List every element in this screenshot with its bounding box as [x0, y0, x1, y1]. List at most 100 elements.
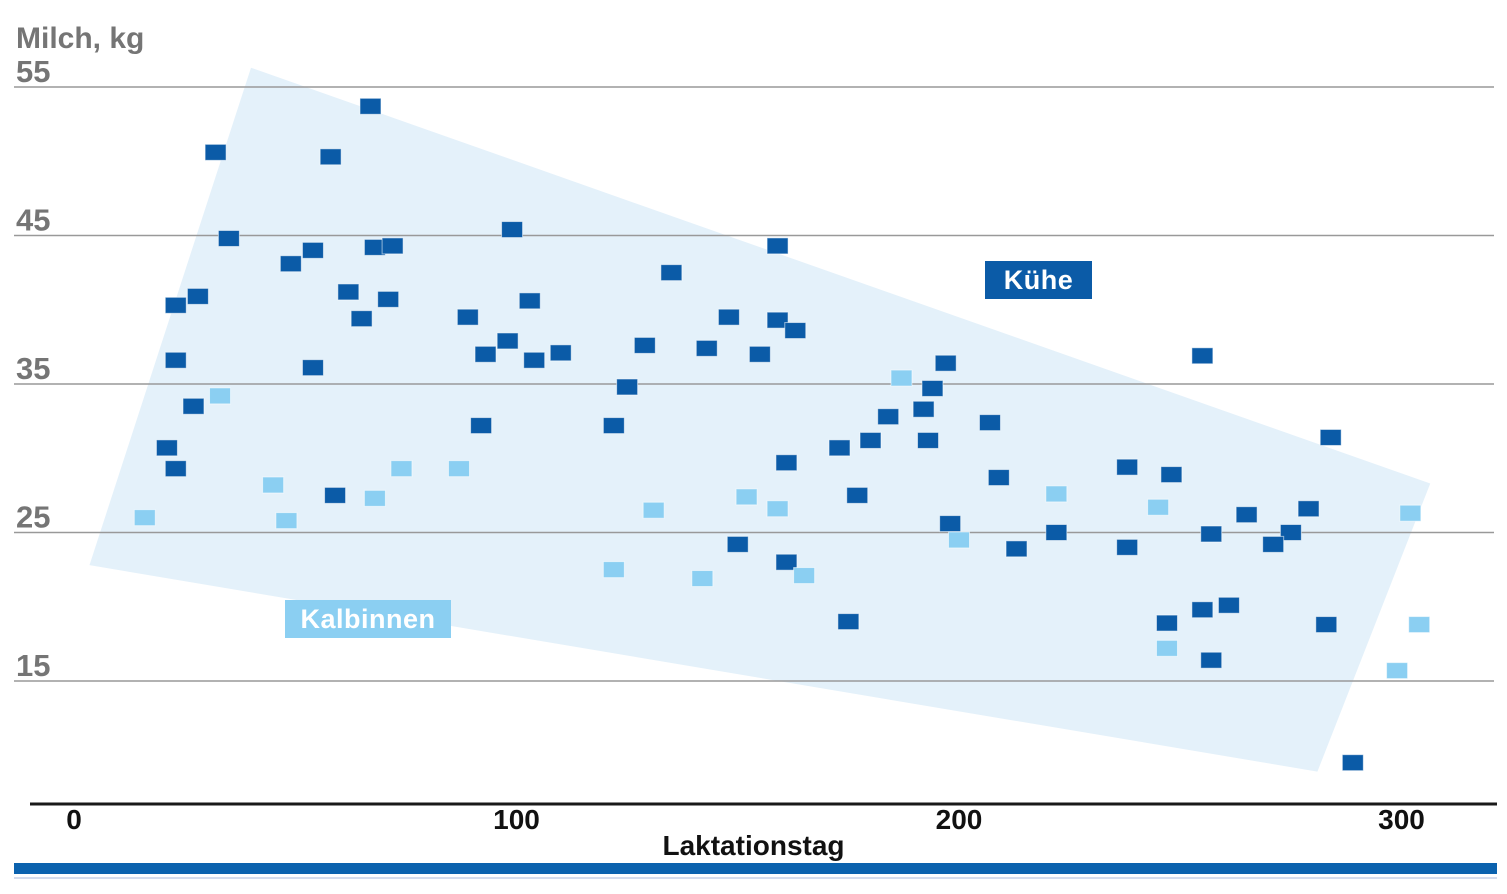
data-point-kuehe [602, 417, 625, 435]
data-point-kuehe [319, 148, 342, 166]
data-point-kuehe [1155, 614, 1178, 632]
data-point-kalbinnen [1155, 639, 1178, 657]
data-point-kuehe [301, 241, 324, 259]
data-point-kuehe [748, 345, 771, 363]
data-point-kuehe [1005, 540, 1028, 558]
data-band-polygon [89, 67, 1431, 772]
data-point-kuehe [1341, 754, 1364, 772]
data-point-kalbinnen [766, 500, 789, 518]
data-point-kuehe [1191, 347, 1214, 365]
data-point-kuehe [1116, 538, 1139, 556]
data-point-kuehe [377, 290, 400, 308]
data-point-kalbinnen [1399, 504, 1422, 522]
data-point-kuehe [337, 283, 360, 301]
data-point-kuehe [359, 97, 382, 115]
data-point-kuehe [987, 469, 1010, 487]
y-tick-label: 55 [16, 54, 50, 89]
data-point-kuehe [474, 345, 497, 363]
data-point-kuehe [1217, 596, 1240, 614]
y-tick-label: 35 [16, 351, 50, 386]
data-point-kuehe [501, 221, 524, 239]
data-point-kuehe [1045, 524, 1068, 541]
data-point-kuehe [828, 439, 851, 457]
x-tick-label: 300 [1378, 804, 1425, 835]
data-point-kuehe [164, 460, 187, 478]
y-tick-label: 15 [16, 648, 50, 683]
axis-tick-labels: 55 45 35 25 15 0 100 200 300 [16, 54, 1425, 835]
data-point-kuehe [470, 417, 493, 435]
data-point-kalbinnen [793, 567, 816, 585]
data-point-kuehe [164, 296, 187, 314]
x-axis-title: Laktationstag [662, 830, 845, 861]
data-point-kuehe [204, 143, 227, 161]
data-point-kuehe [1319, 428, 1342, 446]
data-point-kuehe [186, 287, 209, 305]
data-point-kuehe [859, 431, 882, 449]
data-point-kalbinnen [390, 460, 413, 478]
y-tick-label: 25 [16, 500, 50, 535]
data-point-kuehe [846, 486, 869, 504]
data-point-kuehe [1191, 601, 1214, 619]
data-point-kuehe [775, 553, 798, 571]
data-point-kuehe [978, 414, 1001, 432]
data-point-kalbinnen [262, 476, 285, 494]
data-point-kuehe [1315, 616, 1338, 634]
legend-kalbinnen-label: Kalbinnen [300, 603, 436, 634]
data-point-kuehe [1279, 524, 1302, 541]
data-point-kuehe [523, 351, 546, 369]
data-point-kuehe [496, 332, 519, 350]
legend-kuehe: Kühe [985, 261, 1092, 299]
data-point-kalbinnen [447, 460, 470, 478]
data-point-kuehe [1200, 525, 1223, 543]
data-point-kalbinnen [1408, 616, 1431, 634]
data-point-kalbinnen [363, 489, 386, 507]
data-point-kuehe [164, 351, 187, 369]
data-point-kuehe [616, 378, 639, 396]
data-point-kuehe [917, 431, 940, 449]
data-point-kuehe [660, 264, 683, 282]
legend-kalbinnen: Kalbinnen [285, 600, 451, 638]
x-tick-label: 100 [493, 804, 540, 835]
data-point-kuehe [1262, 535, 1285, 553]
data-point-kalbinnen [209, 387, 232, 405]
data-point-kuehe [350, 310, 373, 328]
x-tick-label: 0 [66, 804, 82, 835]
data-point-kalbinnen [642, 501, 665, 519]
data-point-kuehe [1116, 458, 1139, 476]
data-point-kuehe [301, 359, 324, 377]
data-point-kuehe [1235, 506, 1258, 524]
legend-kuehe-label: Kühe [1003, 264, 1074, 295]
data-point-kuehe [518, 292, 541, 310]
data-point-kalbinnen [1045, 485, 1068, 503]
data-point-kuehe [633, 336, 656, 354]
data-point-kuehe [217, 229, 240, 247]
data-point-kuehe [766, 311, 789, 329]
data-point-kuehe [921, 379, 944, 397]
data-point-kuehe [934, 354, 957, 372]
bottom-accent-bar [14, 863, 1497, 874]
data-point-kuehe [1160, 466, 1183, 484]
data-point-kalbinnen [890, 369, 913, 387]
data-point-kuehe [912, 400, 935, 418]
data-point-kuehe [1200, 651, 1223, 669]
data-point-kuehe [717, 308, 740, 326]
data-point-kalbinnen [133, 509, 156, 527]
data-point-kalbinnen [691, 570, 714, 588]
data-point-kuehe [155, 439, 178, 457]
data-point-kuehe [549, 344, 572, 362]
gridlines [14, 86, 1494, 682]
data-point-kalbinnen [275, 512, 298, 530]
y-tick-label: 45 [16, 203, 50, 238]
chart-title: Milch, kg [16, 22, 145, 55]
data-point-kuehe [939, 515, 962, 533]
data-point-kuehe [1297, 500, 1320, 518]
data-point-kuehe [775, 454, 798, 472]
data-point-kuehe [381, 237, 404, 255]
data-point-kuehe [182, 397, 205, 415]
data-point-kuehe [837, 613, 860, 631]
data-point-kuehe [456, 308, 479, 326]
x-tick-label: 200 [936, 804, 983, 835]
data-point-kalbinnen [1386, 662, 1409, 680]
